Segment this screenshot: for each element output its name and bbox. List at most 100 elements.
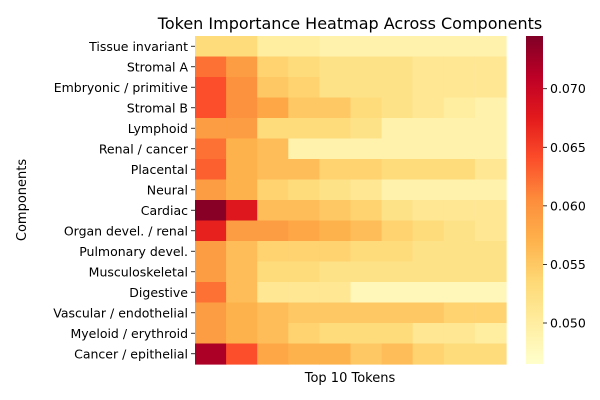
heatmap-cell bbox=[381, 118, 414, 140]
heatmap-cell bbox=[226, 97, 258, 119]
heatmap-cell bbox=[350, 138, 383, 160]
heatmap-cell bbox=[319, 77, 352, 99]
heatmap-cell bbox=[195, 302, 227, 324]
colorbar-tick-label: 0.060 bbox=[550, 198, 586, 213]
heatmap-cell bbox=[195, 77, 227, 99]
heatmap-cell bbox=[195, 179, 227, 201]
heatmap-cell bbox=[412, 138, 445, 160]
heatmap-cell bbox=[381, 36, 414, 58]
heatmap-cell bbox=[195, 200, 227, 222]
heatmap-cell bbox=[226, 36, 258, 58]
heatmap-cell bbox=[195, 220, 227, 242]
heatmap-cell bbox=[257, 138, 289, 160]
heatmap-cell bbox=[474, 118, 507, 140]
heatmap-cell bbox=[443, 261, 476, 283]
heatmap-cell bbox=[319, 241, 352, 263]
heatmap-cell bbox=[381, 97, 414, 119]
heatmap-cell bbox=[350, 36, 383, 58]
heatmap-cell bbox=[195, 261, 227, 283]
heatmap-cell bbox=[288, 118, 320, 140]
row-label: Cardiac bbox=[141, 203, 188, 218]
heatmap-cell bbox=[412, 97, 445, 119]
heatmap-cell bbox=[412, 220, 445, 242]
heatmap-cell bbox=[257, 200, 289, 222]
heatmap-cell bbox=[474, 200, 507, 222]
x-axis-label: Top 10 Tokens bbox=[304, 371, 396, 386]
heatmap-cell bbox=[319, 323, 352, 345]
heatmap-cell bbox=[474, 343, 507, 365]
colorbar-tick-label: 0.050 bbox=[550, 316, 586, 331]
row-label: Stromal B bbox=[127, 100, 188, 115]
heatmap-cell bbox=[257, 302, 289, 324]
heatmap-cell bbox=[443, 97, 476, 119]
heatmap-cell bbox=[195, 323, 227, 345]
heatmap-cell bbox=[195, 138, 227, 160]
heatmap-cell bbox=[350, 302, 383, 324]
heatmap-cell bbox=[443, 302, 476, 324]
heatmap-cell bbox=[288, 36, 320, 58]
heatmap-cell bbox=[288, 159, 320, 181]
heatmap-cell bbox=[350, 241, 383, 263]
heatmap-cell bbox=[288, 97, 320, 119]
heatmap-cell bbox=[257, 282, 289, 304]
heatmap-cell bbox=[381, 302, 414, 324]
heatmap-cell bbox=[381, 282, 414, 304]
heatmap-cell bbox=[474, 302, 507, 324]
heatmap-cell bbox=[474, 138, 507, 160]
heatmap-cell bbox=[195, 118, 227, 140]
heatmap-cell bbox=[195, 282, 227, 304]
heatmap-cell bbox=[412, 282, 445, 304]
heatmap-cell bbox=[412, 302, 445, 324]
heatmap-cell bbox=[226, 323, 258, 345]
heatmap-cell bbox=[350, 118, 383, 140]
heatmap-cell bbox=[257, 343, 289, 365]
heatmap-cell bbox=[443, 220, 476, 242]
heatmap-cell bbox=[474, 56, 507, 78]
heatmap-cell bbox=[350, 220, 383, 242]
heatmap-cell bbox=[257, 77, 289, 99]
heatmap-cell bbox=[381, 241, 414, 263]
heatmap-cell bbox=[288, 56, 320, 78]
heatmap-cell bbox=[226, 159, 258, 181]
heatmap-cell bbox=[412, 77, 445, 99]
heatmap-cell bbox=[226, 302, 258, 324]
heatmap-cell bbox=[319, 118, 352, 140]
heatmap-cell bbox=[350, 56, 383, 78]
row-label: Digestive bbox=[129, 285, 188, 300]
heatmap-cell bbox=[288, 220, 320, 242]
heatmap-cell bbox=[195, 36, 227, 58]
heatmap-cell bbox=[474, 179, 507, 201]
heatmap-cell bbox=[319, 159, 352, 181]
heatmap-cell bbox=[319, 261, 352, 283]
heatmap-cell bbox=[257, 159, 289, 181]
heatmap-cell bbox=[381, 179, 414, 201]
heatmap-cell bbox=[257, 323, 289, 345]
heatmap-cell bbox=[350, 261, 383, 283]
heatmap-cell bbox=[350, 323, 383, 345]
heatmap-cell bbox=[226, 179, 258, 201]
heatmap-cell bbox=[381, 138, 414, 160]
heatmap-cell bbox=[412, 159, 445, 181]
heatmap-cell bbox=[319, 179, 352, 201]
heatmap-cell bbox=[319, 56, 352, 78]
colorbar bbox=[526, 36, 543, 364]
heatmap-cell bbox=[443, 179, 476, 201]
heatmap-cell bbox=[412, 56, 445, 78]
heatmap-cell bbox=[443, 282, 476, 304]
heatmap-cell bbox=[381, 220, 414, 242]
heatmap-cell bbox=[288, 241, 320, 263]
row-label: Tissue invariant bbox=[88, 39, 188, 54]
heatmap-cell bbox=[443, 241, 476, 263]
row-label: Neural bbox=[147, 182, 188, 197]
heatmap-cell bbox=[226, 56, 258, 78]
chart-title: Token Importance Heatmap Across Componen… bbox=[157, 14, 542, 33]
heatmap-cell bbox=[412, 323, 445, 345]
heatmap-cell bbox=[288, 282, 320, 304]
heatmap-cell bbox=[288, 261, 320, 283]
heatmap-cell bbox=[443, 200, 476, 222]
heatmap-cell bbox=[226, 261, 258, 283]
heatmap-cell bbox=[257, 56, 289, 78]
heatmap-cell bbox=[350, 97, 383, 119]
heatmap-cell bbox=[412, 241, 445, 263]
heatmap-cell bbox=[195, 56, 227, 78]
